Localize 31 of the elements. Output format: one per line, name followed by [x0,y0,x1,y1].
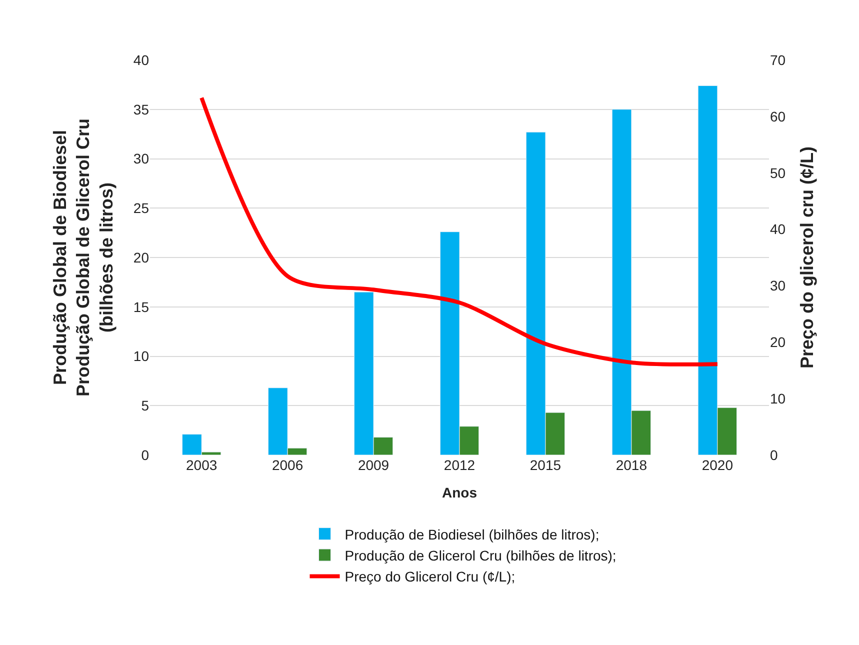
y-tick-label: 0 [141,446,150,463]
y-tick-label: 5 [141,398,150,414]
x-tick-label: 2012 [444,457,476,473]
y2-tick-label: 70 [770,52,786,68]
y2-tick-label: 10 [770,390,786,406]
y-tick-label: 25 [133,200,150,216]
x-tick-label: 2003 [186,457,218,473]
y-tick-label: 30 [133,150,150,167]
x-tick-label: 2020 [702,457,734,473]
y-tick-label: 10 [133,348,150,364]
y-tick-label: 15 [133,298,150,315]
y2-axis-title: Preço do glicerol cru (¢/L) [796,146,817,369]
line-series [200,96,720,366]
y-tick-label: 40 [133,52,150,68]
x-tick-label: 2018 [616,457,648,473]
y2-tick-label: 30 [770,278,786,294]
legend-label: Produção de Glicerol Cru (bilhões de litros); [344,547,616,564]
y2-tick-label: 20 [770,334,786,350]
y-tick-label: 20 [133,249,150,266]
y2-tick-label: 60 [770,108,786,124]
y-tick-label: 35 [133,101,150,118]
x-tick-label: 2009 [358,457,390,473]
y2-tick-label: 0 [770,446,778,463]
legend-label: Produção de Biodiesel (bilhões de litros); [344,526,600,542]
y-axis-title: Produção Global de Biodiesel Produção Global de Glicerol Cru (bilhões de litros) [50,118,117,397]
y2-tick-label: 50 [770,164,786,181]
y2-tick-label: 40 [770,221,786,238]
x-tick-label: 2006 [272,457,304,473]
legend-label: Preço do Glicerol Cru (¢/L); [344,568,516,585]
x-tick-label: 2015 [530,457,562,473]
x-axis-title: Anos [442,484,478,500]
